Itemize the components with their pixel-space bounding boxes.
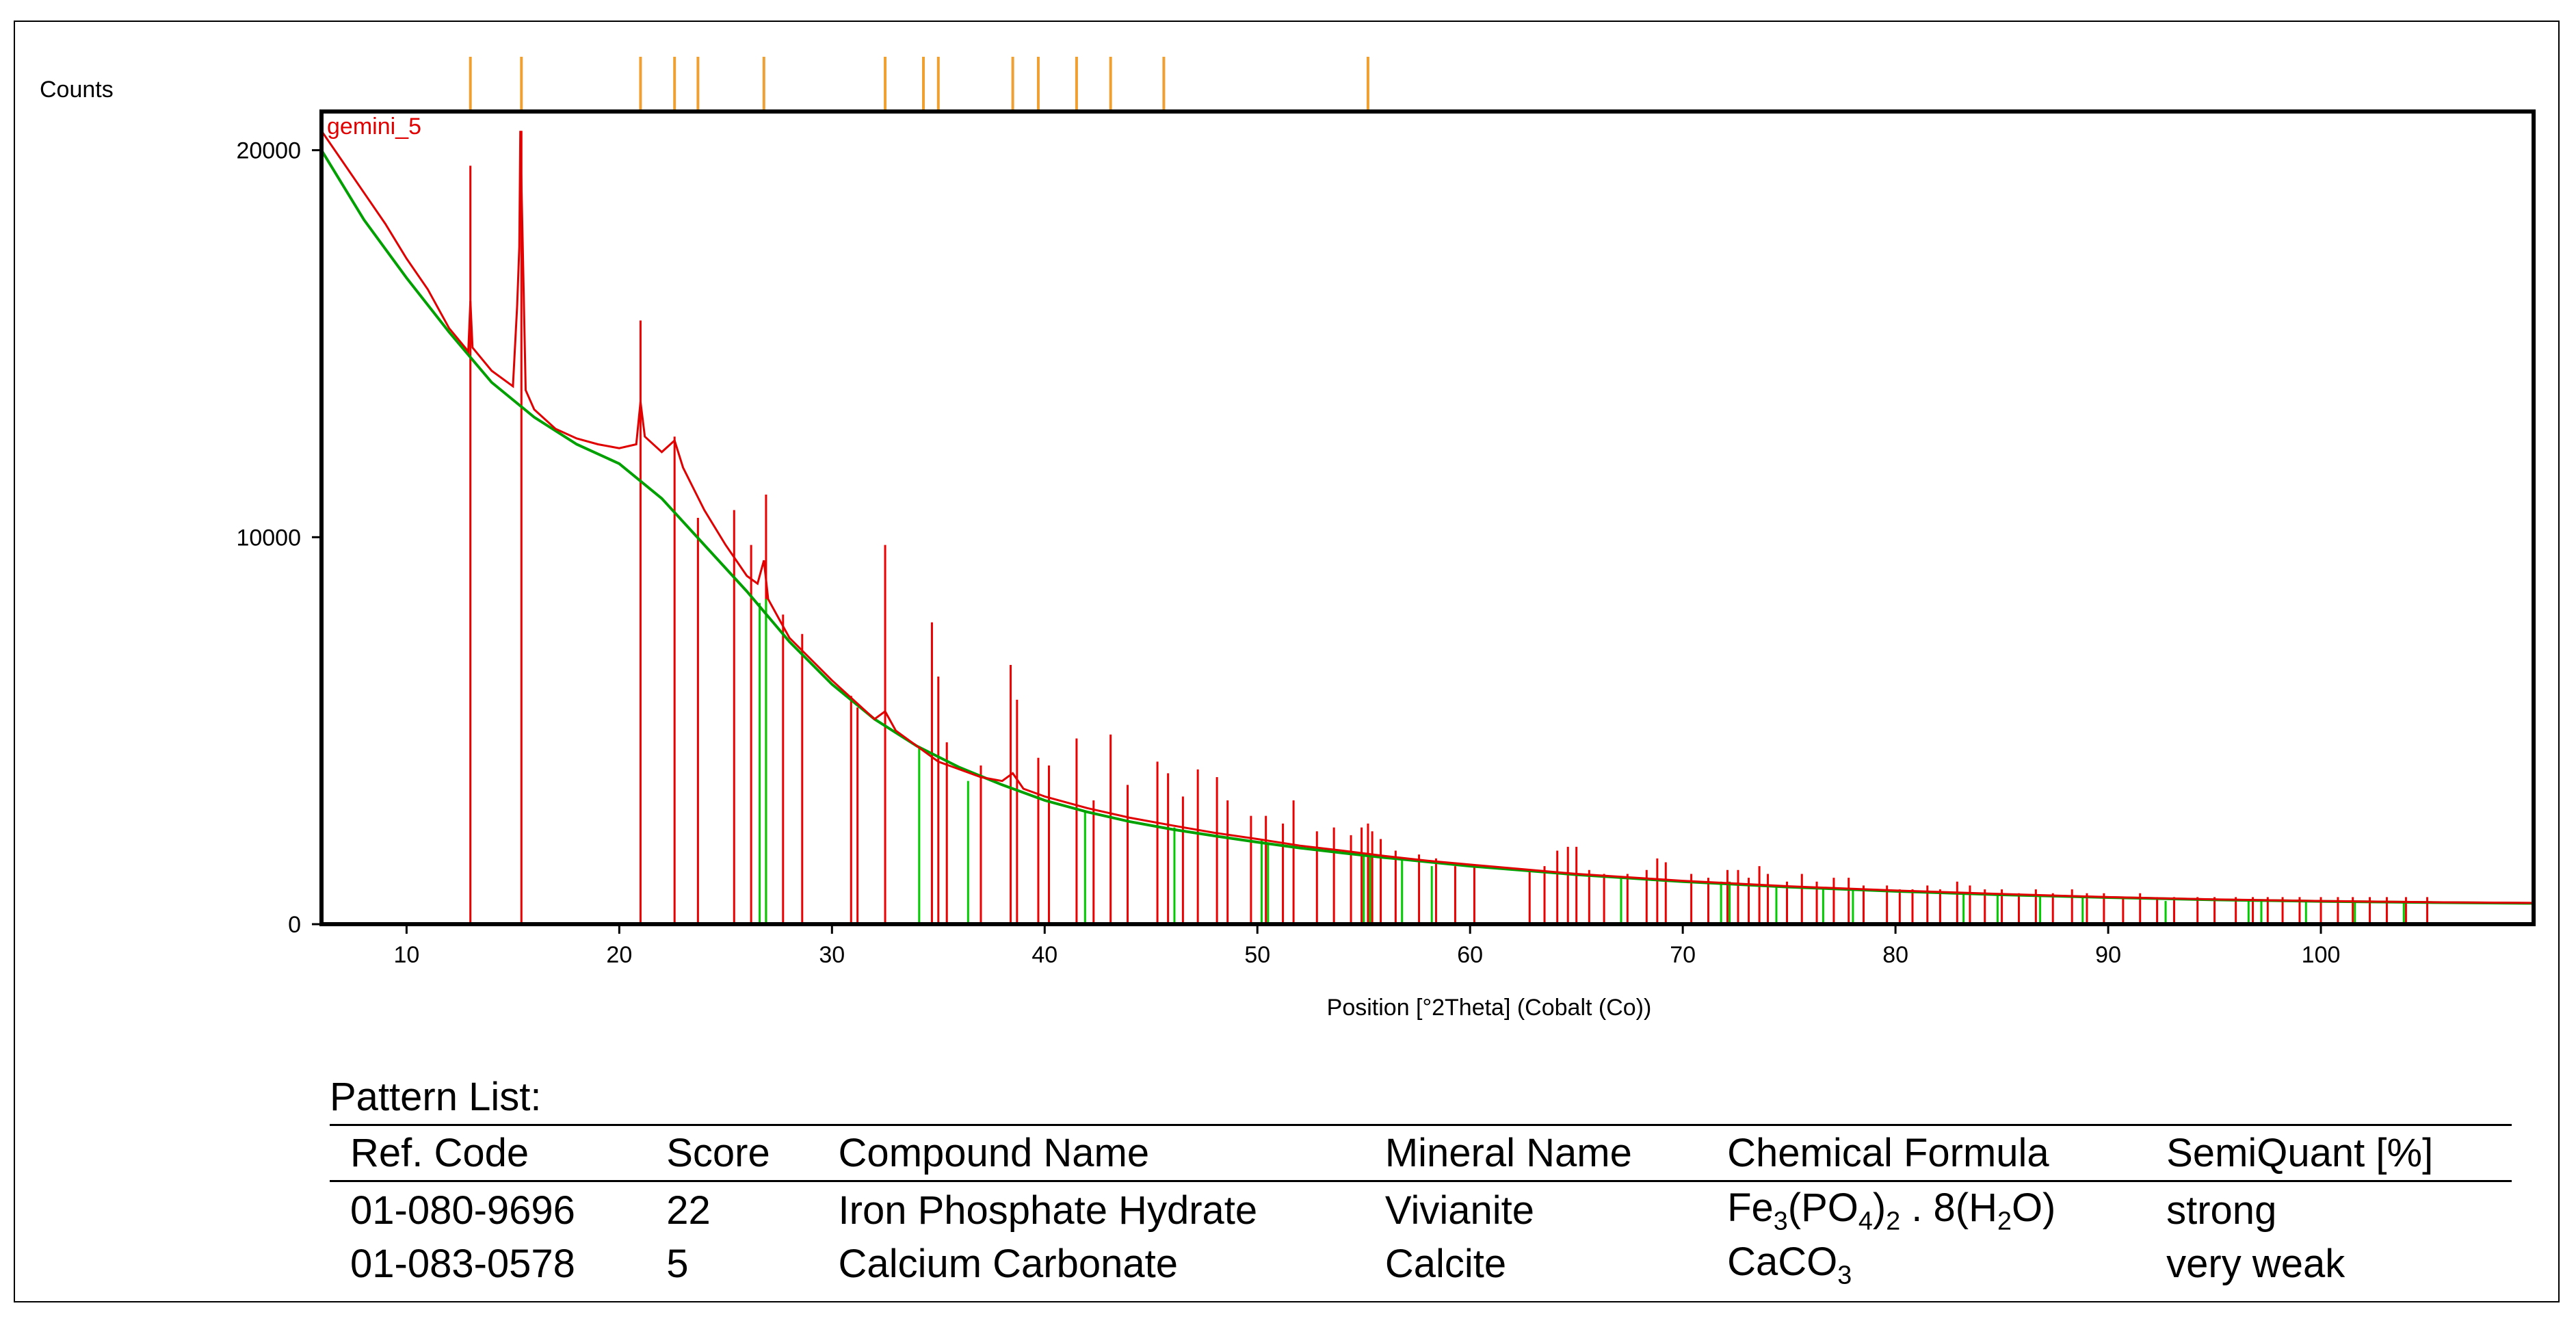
y-tick-label: 20000 bbox=[236, 138, 301, 164]
header-score: Score bbox=[646, 1124, 818, 1182]
pattern-list-title: Pattern List: bbox=[330, 1075, 542, 1119]
x-tick-label: 50 bbox=[1244, 942, 1270, 968]
x-tick-label: 90 bbox=[2095, 942, 2121, 968]
table-row: 01-083-0578 5 Calcium Carbonate Calcite … bbox=[330, 1236, 2512, 1290]
x-tick-label: 40 bbox=[1031, 942, 1057, 968]
x-axis-label: Position [°2Theta] (Cobalt (Co)) bbox=[1327, 995, 1652, 1021]
chemical-formula: CaCO3 bbox=[1727, 1239, 1852, 1289]
score: 22 bbox=[666, 1188, 711, 1233]
ref-code: 01-083-0578 bbox=[350, 1242, 575, 1287]
x-tick-label: 80 bbox=[1882, 942, 1908, 968]
calcite-reference-lines bbox=[759, 599, 2405, 924]
plot-area-border bbox=[319, 109, 2536, 926]
background-curve bbox=[320, 149, 2534, 905]
reference-markers-top bbox=[469, 57, 1369, 112]
data-series bbox=[320, 130, 2534, 905]
report-frame bbox=[14, 21, 2560, 1302]
pattern-list: Pattern List: Ref. Code Score Compound N… bbox=[330, 1074, 2512, 1289]
x-tick-label: 100 bbox=[2302, 942, 2341, 968]
table-row: 01-080-9696 22 Iron Phosphate Hydrate Vi… bbox=[330, 1181, 2512, 1236]
compound-name: Iron Phosphate Hydrate bbox=[838, 1188, 1258, 1233]
x-tick-label: 60 bbox=[1457, 942, 1483, 968]
header-chemical-formula: Chemical Formula bbox=[1707, 1124, 2146, 1182]
observed-pattern-line bbox=[320, 130, 2534, 904]
header-mineral-name: Mineral Name bbox=[1364, 1124, 1707, 1182]
semiquant: strong bbox=[2166, 1188, 2277, 1233]
y-axis-label: Counts bbox=[40, 77, 114, 103]
header-compound-name: Compound Name bbox=[817, 1124, 1365, 1182]
score: 5 bbox=[666, 1242, 689, 1287]
mineral-name: Vivianite bbox=[1384, 1188, 1535, 1233]
pattern-table-header: Ref. Code Score Compound Name Mineral Na… bbox=[330, 1124, 2512, 1182]
vivianite-reference-lines bbox=[469, 131, 2429, 924]
axis-ticks: 10 20 30 40 50 60 70 80 90 100 0 10000 20000 bbox=[236, 138, 2340, 968]
pattern-table: Ref. Code Score Compound Name Mineral Na… bbox=[330, 1124, 2512, 1289]
header-semiquant: SemiQuant [%] bbox=[2146, 1124, 2512, 1182]
chemical-formula: Fe3(PO4)2 . 8(H2O) bbox=[1727, 1186, 2056, 1235]
mineral-name: Calcite bbox=[1384, 1242, 1507, 1287]
ref-code: 01-080-9696 bbox=[350, 1188, 575, 1233]
compound-name: Calcium Carbonate bbox=[838, 1242, 1179, 1287]
x-tick-label: 70 bbox=[1670, 942, 1696, 968]
x-tick-label: 20 bbox=[606, 942, 632, 968]
x-tick-label: 10 bbox=[393, 942, 419, 968]
y-tick-label: 0 bbox=[288, 912, 301, 938]
header-ref-code: Ref. Code bbox=[330, 1124, 646, 1182]
x-tick-label: 30 bbox=[819, 942, 845, 968]
y-tick-label: 10000 bbox=[236, 525, 301, 551]
xrd-chart: Counts Position [°2Theta] (Cobalt (Co)) … bbox=[40, 57, 2536, 1021]
sample-label: gemini_5 bbox=[327, 114, 421, 140]
semiquant: very weak bbox=[2166, 1242, 2345, 1287]
